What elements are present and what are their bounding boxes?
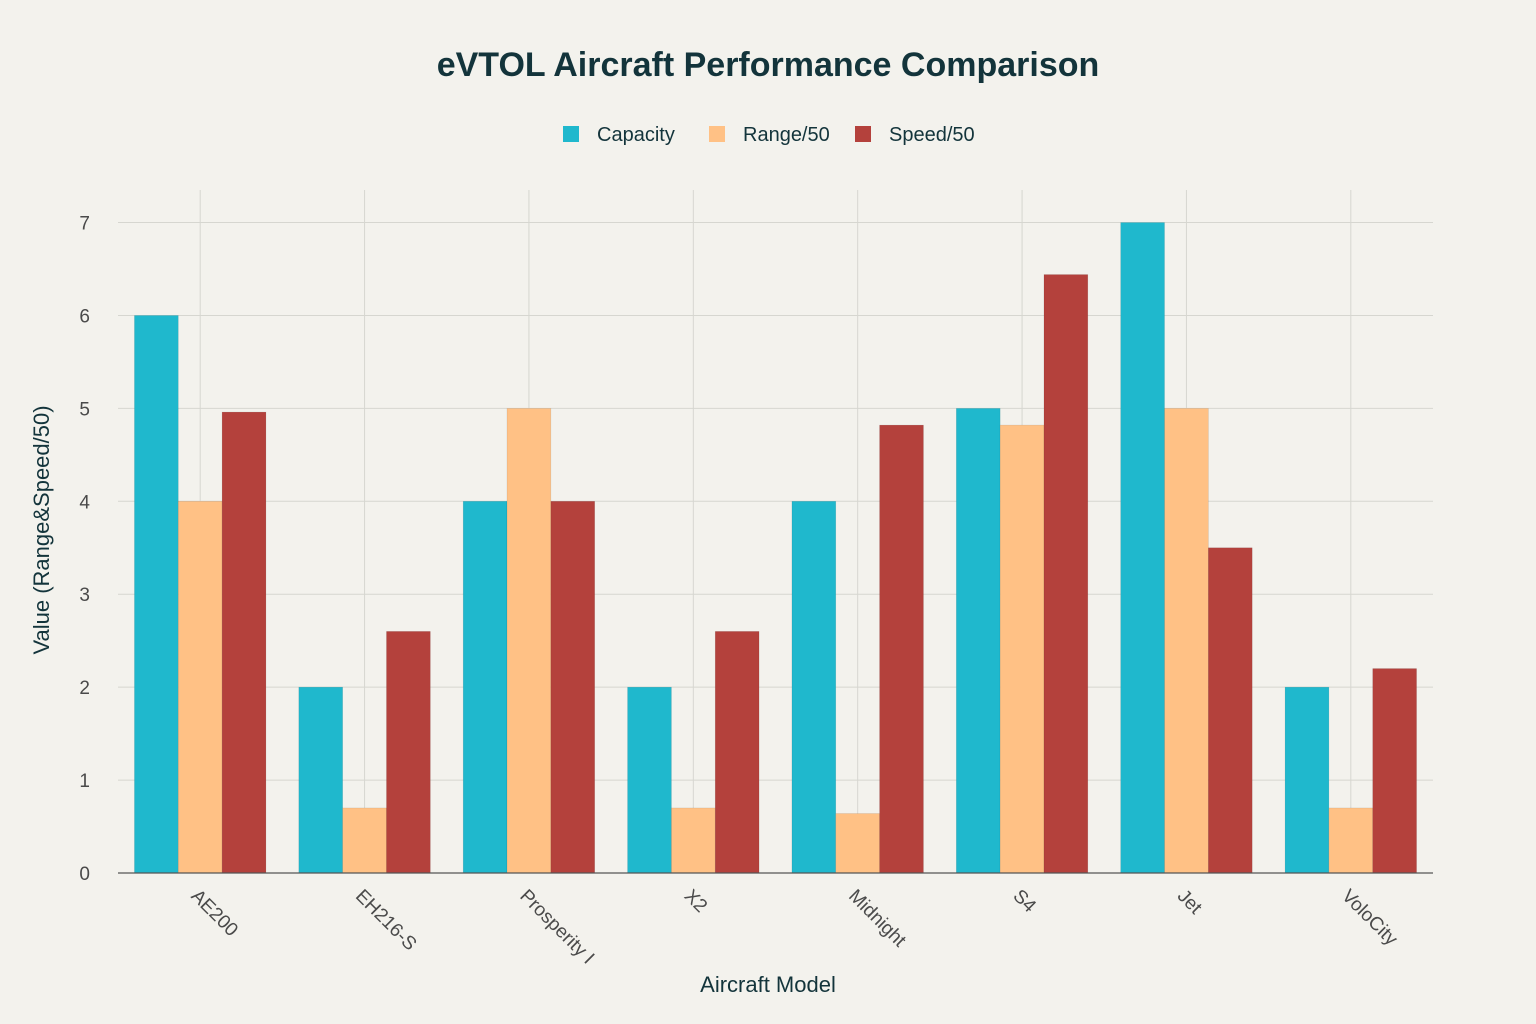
bar-group-eh216-s: [298, 631, 431, 874]
bar-capacity-midnight[interactable]: [791, 500, 837, 874]
bar-speed-50-midnight[interactable]: [879, 424, 924, 874]
y-axis-title: Value (Range&Speed/50): [29, 405, 54, 654]
legend: Capacity Range/50 Speed/50: [563, 124, 975, 146]
bar-group-midnight: [791, 424, 924, 874]
bar-group-s4: [956, 274, 1089, 874]
x-tick-label: Prosperity I: [515, 886, 598, 969]
y-tick-label: 0: [79, 864, 90, 885]
bars-group: [118, 222, 1433, 874]
x-tick-label: Midnight: [844, 886, 910, 952]
bar-range-50-eh216-s[interactable]: [342, 807, 387, 874]
bar-group-prosperity-i: [462, 408, 595, 874]
bar-capacity-eh216-s[interactable]: [298, 686, 343, 874]
legend-swatch: [855, 126, 871, 142]
bar-range-50-x2[interactable]: [671, 807, 716, 874]
x-axis-ticks: AE200 EH216-S Prosperity I X2 Midnight S4 Jet V…: [187, 886, 1402, 969]
y-axis-ticks: 0 1 2 3 4 5 6 7: [79, 214, 90, 885]
bar-range-50-midnight[interactable]: [835, 813, 880, 874]
bar-capacity-s4[interactable]: [956, 408, 1001, 874]
x-tick-label: Jet: [1173, 886, 1206, 919]
x-tick-label: EH216-S: [351, 886, 420, 955]
y-tick-label: 1: [79, 771, 90, 792]
x-tick-label: X2: [680, 886, 711, 917]
y-tick-label: 6: [79, 306, 90, 327]
bar-range-50-volocity[interactable]: [1328, 807, 1374, 874]
bar-range-50-jet[interactable]: [1164, 408, 1209, 874]
bar-speed-50-s4[interactable]: [1043, 274, 1089, 874]
x-tick-label: AE200: [187, 886, 242, 941]
chart-title: eVTOL Aircraft Performance Comparison: [437, 46, 1100, 84]
bar-capacity-x2[interactable]: [627, 686, 672, 874]
bar-range-50-s4[interactable]: [999, 424, 1045, 874]
y-tick-label: 3: [79, 585, 90, 606]
legend-item-capacity[interactable]: Capacity: [563, 124, 675, 146]
bar-group-x2: [627, 631, 760, 874]
legend-item-range-50[interactable]: Range/50: [709, 124, 830, 146]
bar-capacity-jet[interactable]: [1120, 222, 1165, 874]
legend-label: Capacity: [597, 124, 675, 146]
y-tick-label: 4: [79, 492, 90, 513]
legend-label: Range/50: [743, 124, 830, 146]
bar-speed-50-volocity[interactable]: [1372, 668, 1417, 874]
bar-capacity-volocity[interactable]: [1284, 686, 1330, 874]
bar-speed-50-jet[interactable]: [1208, 547, 1253, 874]
bar-speed-50-eh216-s[interactable]: [386, 631, 431, 874]
bar-speed-50-ae200[interactable]: [221, 411, 267, 874]
bar-speed-50-prosperity-i[interactable]: [550, 500, 595, 874]
legend-swatch: [563, 126, 579, 142]
x-tick-label: VoloCity: [1337, 886, 1401, 950]
bar-speed-50-x2[interactable]: [714, 631, 760, 874]
bar-group-ae200: [134, 315, 267, 874]
y-tick-label: 2: [79, 678, 90, 699]
legend-item-speed-50[interactable]: Speed/50: [855, 124, 975, 146]
bar-range-50-prosperity-i[interactable]: [506, 408, 552, 874]
bar-group-jet: [1120, 222, 1253, 874]
legend-swatch: [709, 126, 725, 142]
y-tick-label: 5: [79, 399, 90, 420]
bar-capacity-ae200[interactable]: [134, 315, 179, 874]
bar-group-volocity: [1284, 668, 1417, 874]
y-tick-label: 7: [79, 214, 90, 235]
x-tick-label: S4: [1009, 886, 1041, 918]
bar-range-50-ae200[interactable]: [177, 500, 223, 874]
legend-label: Speed/50: [889, 124, 975, 146]
bar-capacity-prosperity-i[interactable]: [462, 500, 508, 874]
x-axis-title: Aircraft Model: [700, 972, 836, 997]
